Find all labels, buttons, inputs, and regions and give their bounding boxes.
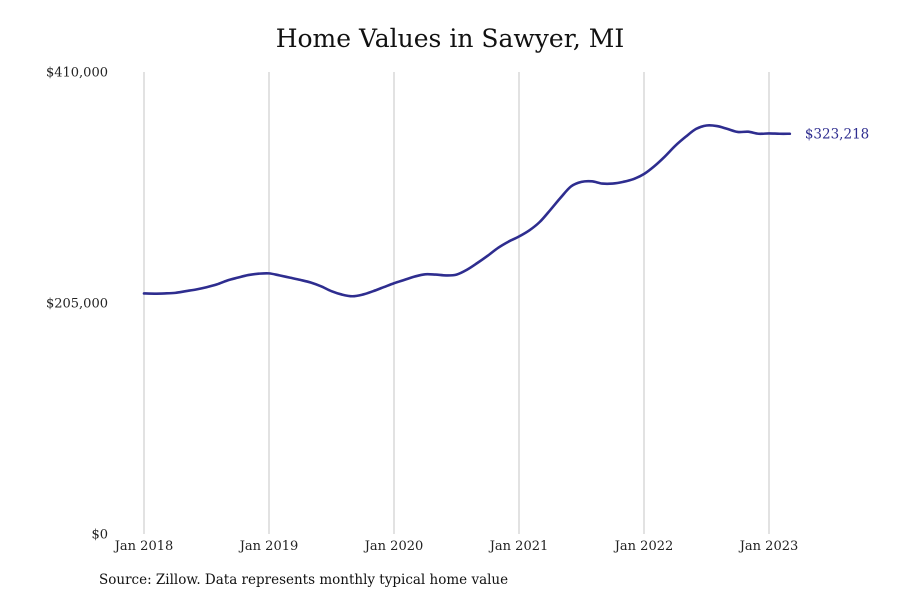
x-tick-label: Jan 2019: [238, 539, 299, 554]
y-tick-label: $0: [91, 528, 108, 543]
x-tick-label: Jan 2018: [113, 539, 174, 554]
end-labels: $323,218: [805, 126, 869, 142]
x-axis-ticks: Jan 2018 Jan 2019 Jan 2020 Jan 2021 Jan 2022…: [113, 539, 799, 554]
x-tick-label: Jan 2023: [738, 539, 799, 554]
x-tick-label: Jan 2022: [613, 539, 674, 554]
source-note: Source: Zillow. Data represents monthly …: [99, 572, 509, 588]
series-line-0: [142, 124, 792, 298]
x-tick-label: Jan 2020: [363, 539, 424, 554]
end-value-label: $323,218: [805, 126, 869, 142]
series-lines: [142, 124, 792, 298]
y-axis-ticks: $0 $205,000 $410,000: [46, 66, 108, 543]
y-tick-label: $410,000: [46, 66, 108, 81]
gridlines: [143, 72, 770, 534]
chart-title: Home Values in Sawyer, MI: [275, 24, 625, 53]
y-tick-label: $205,000: [46, 297, 108, 312]
x-tick-label: Jan 2021: [488, 539, 549, 554]
